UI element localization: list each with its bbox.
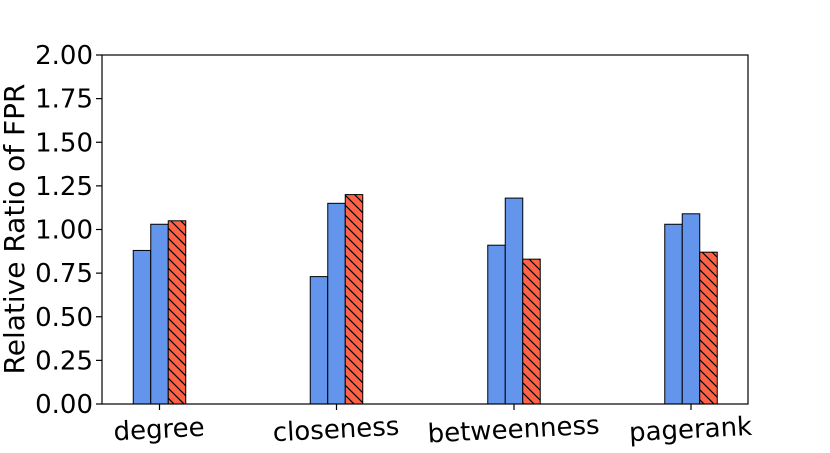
y-tick-label: 0.50 [35,303,93,333]
y-tick-label: 0.00 [35,390,93,420]
y-tick-label: 0.75 [35,259,93,289]
bars-group [132,194,718,405]
x-tick-label-degree: degree [113,413,206,448]
y-tick-label: 2.00 [35,41,93,71]
x-tick-label-betweenness: betweenness [427,411,600,450]
y-axis: 0.00 0.25 0.50 0.75 1.00 1.25 1.50 1.75 2.00 [35,41,102,420]
x-tick-label-closeness: closeness [272,412,400,449]
x-tick-label-pagerank: pagerank [628,412,752,448]
y-tick-label: 1.25 [35,172,93,202]
bar-pagerank-series-1 [664,223,683,405]
bar-betweenness-series-3 [522,258,541,405]
y-tick-label: 1.00 [35,216,93,246]
plot-area-frame [101,54,749,405]
bar-closeness-series-1 [309,276,329,405]
y-tick-label: 1.75 [35,85,93,115]
y-axis-title: Relative Ratio of FPR [0,84,31,375]
x-axis: degree closeness betweenness pagerank [113,404,753,449]
bar-degree-series-1 [132,249,152,405]
bar-betweenness-series-2 [504,197,524,405]
bar-closeness-series-2 [327,202,346,405]
bar-pagerank-series-3 [699,251,718,405]
y-tick-label: 1.50 [35,128,93,158]
bar-degree-series-3 [167,220,187,405]
bar-betweenness-series-1 [487,244,506,405]
bar-degree-series-2 [150,223,169,405]
bar-pagerank-series-2 [681,213,701,405]
bar-closeness-series-3 [344,194,364,405]
y-tick-label: 0.25 [35,346,93,376]
